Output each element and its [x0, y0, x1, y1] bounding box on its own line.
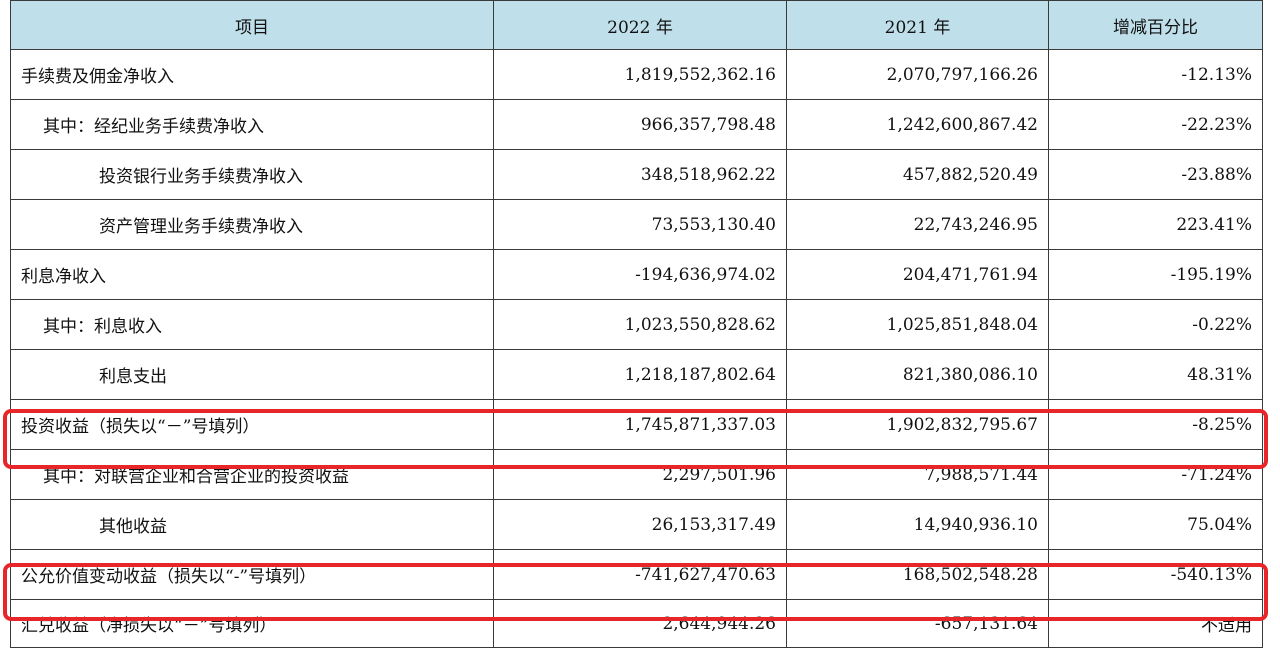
row-value-2022: 73,553,130.40	[493, 199, 787, 250]
row-value-2022: 2,644,944.26	[493, 599, 787, 648]
table-row: 汇兑收益（净损失以“－”号填列） 2,644,944.26 -657,131.6…	[10, 599, 1263, 648]
table-row: 其他收益 26,153,317.49 14,940,936.10 75.04%	[10, 499, 1263, 550]
row-item: 其中：利息收入	[10, 299, 494, 350]
row-change: -540.13%	[1048, 549, 1263, 600]
table-row: 其中：对联营企业和合营企业的投资收益 2,297,501.96 7,988,57…	[10, 449, 1263, 500]
row-change: -8.25%	[1048, 399, 1263, 450]
table-row: 其中：利息收入 1,023,550,828.62 1,025,851,848.0…	[10, 299, 1263, 350]
header-item: 项目	[10, 0, 494, 50]
table-row: 利息净收入 -194,636,974.02 204,471,761.94 -19…	[10, 249, 1263, 300]
row-change: -23.88%	[1048, 149, 1263, 200]
row-item: 其他收益	[10, 499, 494, 550]
row-value-2022: 26,153,317.49	[493, 499, 787, 550]
row-item: 投资银行业务手续费净收入	[10, 149, 494, 200]
row-value-2021: 168,502,548.28	[786, 549, 1049, 600]
row-value-2022: -194,636,974.02	[493, 249, 787, 300]
row-value-2021: 821,380,086.10	[786, 349, 1049, 400]
row-item: 其中：经纪业务手续费净收入	[10, 99, 494, 150]
row-change: 不适用	[1048, 599, 1263, 648]
header-change-percent: 增减百分比	[1048, 0, 1263, 50]
financial-table-container: 项目 2022 年 2021 年 增减百分比 手续费及佣金净收入 1,819,5…	[10, 0, 1263, 648]
row-item: 利息净收入	[10, 249, 494, 300]
header-2022: 2022 年	[493, 0, 787, 50]
row-value-2021: 14,940,936.10	[786, 499, 1049, 550]
row-value-2022: 1,218,187,802.64	[493, 349, 787, 400]
row-value-2021: 1,242,600,867.42	[786, 99, 1049, 150]
row-value-2021: 2,070,797,166.26	[786, 49, 1049, 100]
row-value-2022: 1,745,871,337.03	[493, 399, 787, 450]
table-header-row: 项目 2022 年 2021 年 增减百分比	[10, 0, 1263, 50]
row-value-2022: 1,023,550,828.62	[493, 299, 787, 350]
table-row: 投资银行业务手续费净收入 348,518,962.22 457,882,520.…	[10, 149, 1263, 200]
table-row: 其中：经纪业务手续费净收入 966,357,798.48 1,242,600,8…	[10, 99, 1263, 150]
table-row-highlighted: 公允价值变动收益（损失以“-”号填列） -741,627,470.63 168,…	[10, 549, 1263, 600]
row-change: 48.31%	[1048, 349, 1263, 400]
row-value-2021: -657,131.64	[786, 599, 1049, 648]
row-value-2021: 22,743,246.95	[786, 199, 1049, 250]
table-row-highlighted: 投资收益（损失以“－”号填列） 1,745,871,337.03 1,902,8…	[10, 399, 1263, 450]
row-value-2021: 7,988,571.44	[786, 449, 1049, 500]
row-item: 公允价值变动收益（损失以“-”号填列）	[10, 549, 494, 600]
row-value-2022: 2,297,501.96	[493, 449, 787, 500]
row-item: 汇兑收益（净损失以“－”号填列）	[10, 599, 494, 648]
row-item: 手续费及佣金净收入	[10, 49, 494, 100]
table-row: 手续费及佣金净收入 1,819,552,362.16 2,070,797,166…	[10, 49, 1263, 100]
income-breakdown-table: 项目 2022 年 2021 年 增减百分比 手续费及佣金净收入 1,819,5…	[10, 0, 1263, 648]
table-row: 利息支出 1,218,187,802.64 821,380,086.10 48.…	[10, 349, 1263, 400]
row-value-2022: 348,518,962.22	[493, 149, 787, 200]
row-change: -22.23%	[1048, 99, 1263, 150]
header-2021: 2021 年	[786, 0, 1049, 50]
row-value-2021: 1,025,851,848.04	[786, 299, 1049, 350]
row-item: 利息支出	[10, 349, 494, 400]
row-value-2021: 457,882,520.49	[786, 149, 1049, 200]
row-item: 其中：对联营企业和合营企业的投资收益	[10, 449, 494, 500]
row-value-2021: 204,471,761.94	[786, 249, 1049, 300]
row-value-2022: -741,627,470.63	[493, 549, 787, 600]
row-value-2022: 966,357,798.48	[493, 99, 787, 150]
row-change: 223.41%	[1048, 199, 1263, 250]
row-change: -71.24%	[1048, 449, 1263, 500]
row-change: -0.22%	[1048, 299, 1263, 350]
row-change: 75.04%	[1048, 499, 1263, 550]
row-value-2021: 1,902,832,795.67	[786, 399, 1049, 450]
row-change: -12.13%	[1048, 49, 1263, 100]
table-row: 资产管理业务手续费净收入 73,553,130.40 22,743,246.95…	[10, 199, 1263, 250]
row-item: 资产管理业务手续费净收入	[10, 199, 494, 250]
row-value-2022: 1,819,552,362.16	[493, 49, 787, 100]
row-item: 投资收益（损失以“－”号填列）	[10, 399, 494, 450]
row-change: -195.19%	[1048, 249, 1263, 300]
